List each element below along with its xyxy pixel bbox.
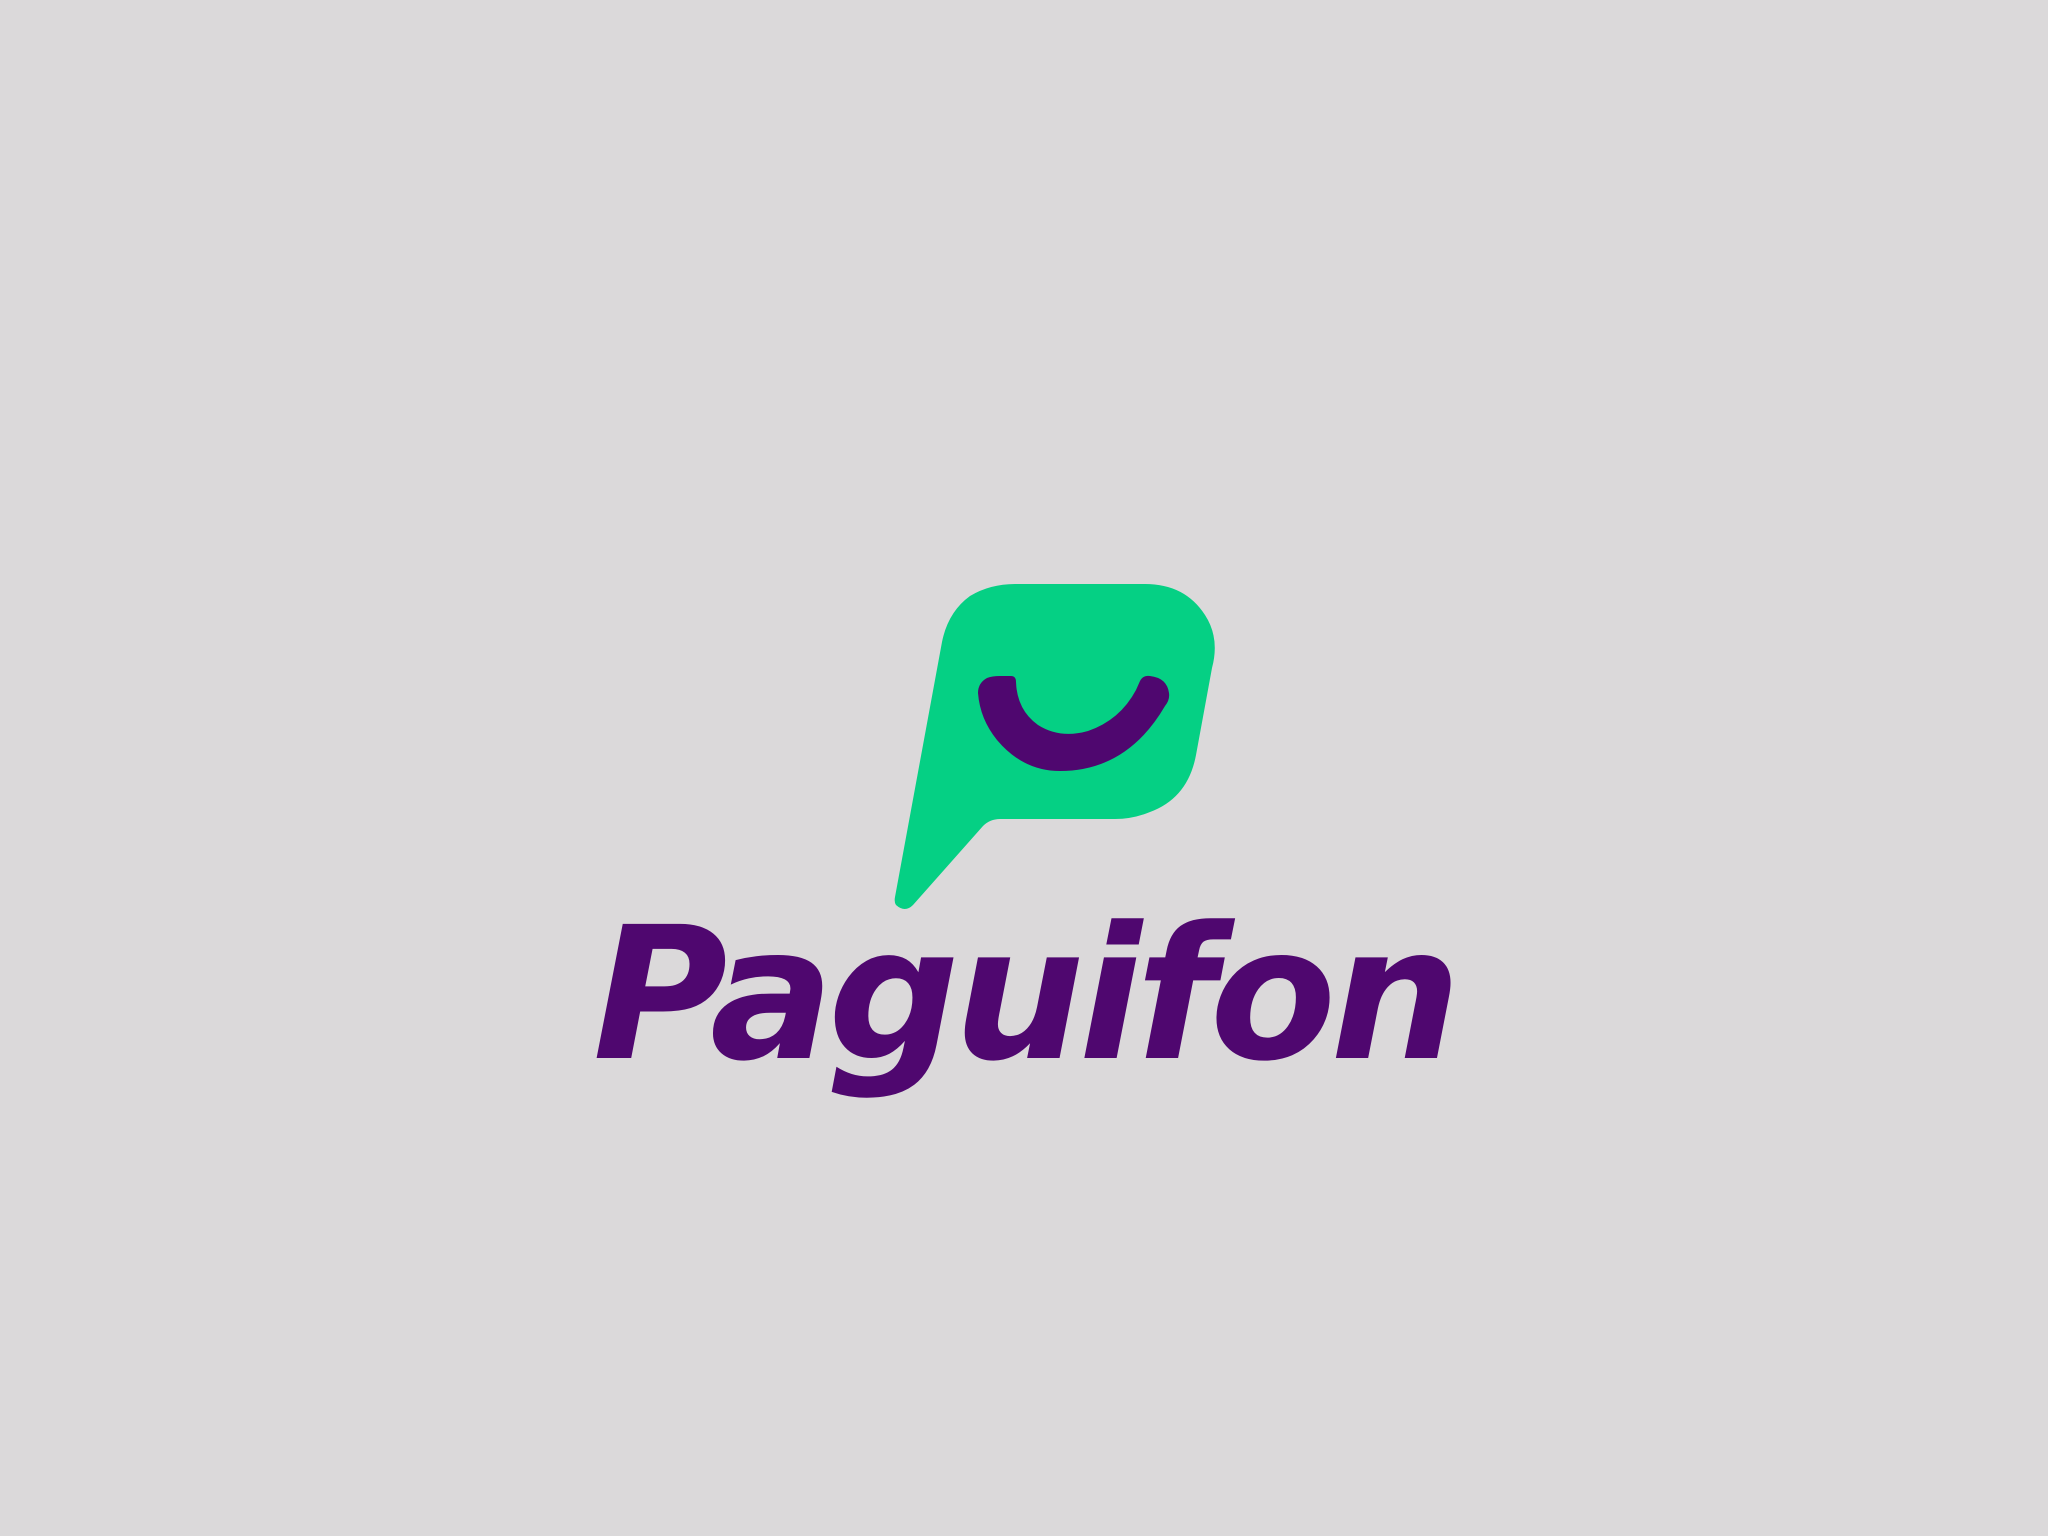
smiling-speech-bubble-icon (894, 584, 1215, 909)
smile-mark (978, 675, 1170, 771)
brand-wordmark: Paguifon (593, 888, 1455, 1102)
